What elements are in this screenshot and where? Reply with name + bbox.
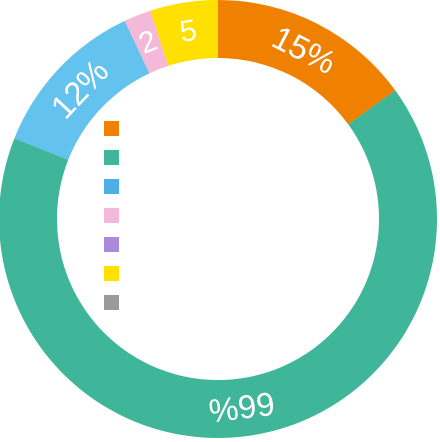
donut-slice-4 bbox=[150, 0, 218, 66]
donut-slice-2 bbox=[14, 20, 150, 160]
legend-swatch-0 bbox=[104, 121, 119, 136]
donut-slice-3 bbox=[124, 10, 169, 74]
donut-slice-label-1: 66% bbox=[207, 385, 277, 430]
legend-swatch-5 bbox=[104, 266, 119, 281]
donut-slice-label-4: 5 bbox=[177, 14, 199, 49]
legend-swatch-3 bbox=[104, 208, 119, 223]
donut-slice-1 bbox=[0, 90, 437, 438]
legend-swatch-4 bbox=[104, 237, 119, 252]
donut-slice-0 bbox=[218, 0, 396, 125]
legend-swatch-1 bbox=[104, 150, 119, 165]
legend-swatch-2 bbox=[104, 179, 119, 194]
legend bbox=[104, 121, 119, 310]
legend-swatch-6 bbox=[104, 295, 119, 310]
